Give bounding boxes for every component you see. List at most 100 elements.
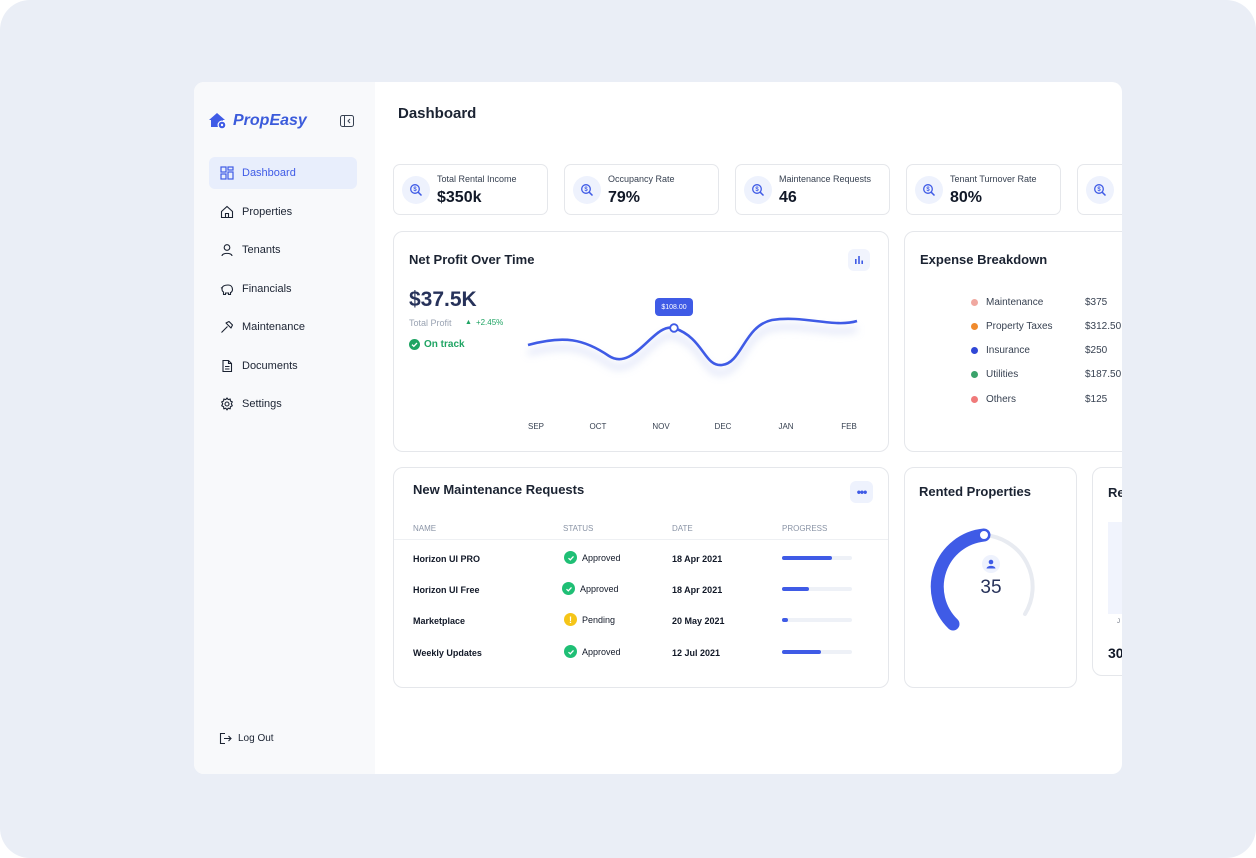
expense-name: Maintenance bbox=[986, 296, 1044, 308]
profit-sublabel: Total Profit bbox=[409, 318, 452, 328]
stat-value: 46 bbox=[779, 189, 797, 206]
logout-icon bbox=[219, 732, 232, 745]
status-on-track: On track bbox=[409, 339, 465, 350]
row-name: Horizon UI Free bbox=[413, 585, 480, 595]
expense-value: $250 bbox=[1085, 344, 1108, 356]
nav-item-tenants[interactable]: Tenants bbox=[209, 234, 357, 266]
piggy-bank-icon bbox=[220, 284, 234, 296]
partial-card: Re J 30 bbox=[1092, 467, 1122, 676]
more-options-button[interactable]: ••• bbox=[850, 481, 873, 503]
stat-label: Maintenance Requests bbox=[779, 174, 872, 184]
brand-name: PropEasy bbox=[233, 112, 307, 129]
nav-label: Tenants bbox=[242, 244, 281, 256]
profit-change-value: +2.45% bbox=[475, 318, 504, 327]
progress-bar bbox=[782, 587, 852, 591]
rented-title: Rented Properties bbox=[919, 484, 1031, 499]
logout-label: Log Out bbox=[238, 733, 274, 744]
profit-amount: $37.5K bbox=[409, 288, 477, 311]
row-status: Approved bbox=[564, 645, 621, 658]
expense-item: Maintenance $375 bbox=[971, 295, 1107, 309]
nav-label: Dashboard bbox=[242, 167, 296, 179]
row-name: Horizon UI PRO bbox=[413, 554, 480, 564]
stat-card-turnover[interactable]: $ Tenant Turnover Rate 80% bbox=[906, 164, 1061, 215]
expense-value: $375 bbox=[1085, 296, 1108, 308]
search-dollar-icon: $ bbox=[573, 176, 601, 204]
svg-text:$: $ bbox=[413, 187, 417, 193]
expense-name: Insurance bbox=[986, 344, 1030, 356]
profit-series-line bbox=[527, 317, 858, 367]
search-dollar-icon: $ bbox=[402, 176, 430, 204]
partial-card-title: Re bbox=[1108, 485, 1122, 500]
search-dollar-icon: $ bbox=[1086, 176, 1114, 204]
legend-dot bbox=[971, 346, 978, 354]
nav-item-documents[interactable]: Documents bbox=[209, 350, 357, 382]
stat-card-partial[interactable]: $ bbox=[1077, 164, 1122, 215]
partial-axis-label: J bbox=[1117, 619, 1120, 625]
nav-item-dashboard[interactable]: Dashboard bbox=[209, 157, 357, 189]
nav-item-maintenance[interactable]: Maintenance bbox=[209, 311, 357, 343]
expense-item: Utilities $187.50 bbox=[971, 367, 1121, 381]
arrow-up-icon: ▲ bbox=[465, 319, 472, 326]
collapse-sidebar-icon[interactable] bbox=[340, 115, 354, 127]
profit-change: ▲ +2.45% bbox=[465, 318, 503, 327]
page-title: Dashboard bbox=[398, 105, 477, 122]
expense-item: Insurance $250 bbox=[971, 343, 1107, 357]
brand-logo[interactable]: PropEasy bbox=[208, 111, 307, 131]
expense-item: Property Taxes $312.50 bbox=[971, 319, 1121, 333]
progress-fill bbox=[782, 618, 788, 622]
stat-value: 79% bbox=[608, 189, 641, 206]
expense-breakdown-card: Expense Breakdown Maintenance $375 Proper… bbox=[904, 231, 1122, 452]
logout-button[interactable]: Log Out bbox=[219, 732, 274, 745]
x-tick-label: SEP bbox=[527, 422, 544, 431]
expense-title: Expense Breakdown bbox=[920, 252, 1048, 267]
house-gear-icon bbox=[209, 113, 227, 130]
status-label: On track bbox=[424, 339, 465, 350]
check-circle-icon bbox=[564, 645, 577, 658]
progress-bar bbox=[782, 650, 852, 654]
progress-fill bbox=[782, 650, 821, 654]
gauge-knob bbox=[978, 529, 990, 541]
rented-gauge bbox=[930, 528, 1035, 631]
expense-item: Others $125 bbox=[971, 392, 1107, 406]
expense-name: Others bbox=[986, 393, 1017, 405]
highlight-point[interactable] bbox=[669, 323, 679, 333]
maintenance-title: New Maintenance Requests bbox=[413, 482, 585, 497]
legend-dot bbox=[971, 395, 978, 403]
row-date: 20 May 2021 bbox=[672, 616, 725, 626]
stat-card-maintenance-requests[interactable]: $ Maintenance Requests 46 bbox=[735, 164, 890, 215]
home-icon bbox=[220, 205, 234, 219]
grid-icon bbox=[220, 166, 234, 180]
stat-value: $350k bbox=[437, 189, 482, 206]
row-date: 18 Apr 2021 bbox=[672, 585, 723, 595]
expense-value: $187.50 bbox=[1085, 368, 1122, 380]
legend-dot bbox=[971, 298, 978, 306]
svg-text:$: $ bbox=[755, 187, 759, 193]
stat-card-occupancy[interactable]: $ Occupancy Rate 79% bbox=[564, 164, 719, 215]
nav-item-financials[interactable]: Financials bbox=[209, 273, 357, 305]
chart-type-button[interactable] bbox=[848, 249, 870, 271]
nav-label: Maintenance bbox=[242, 321, 305, 333]
warning-circle-icon: ! bbox=[564, 613, 577, 626]
nav-label: Financials bbox=[242, 283, 292, 295]
line-shadow bbox=[527, 324, 858, 376]
nav-label: Settings bbox=[242, 398, 282, 410]
column-header: DATE bbox=[672, 524, 693, 533]
hammer-icon bbox=[221, 320, 234, 333]
x-tick-label: DEC bbox=[714, 422, 732, 431]
app-window: PropEasy Dashboard Properties Tenants Fi… bbox=[194, 82, 1122, 774]
nav-item-settings[interactable]: Settings bbox=[209, 388, 357, 420]
nav-item-properties[interactable]: Properties bbox=[209, 196, 357, 228]
svg-text:$: $ bbox=[926, 187, 930, 193]
progress-fill bbox=[782, 587, 809, 591]
partial-chart-area bbox=[1108, 522, 1122, 614]
stat-label: Total Rental Income bbox=[437, 174, 517, 184]
gauge-fill bbox=[930, 528, 991, 631]
column-header: NAME bbox=[413, 524, 437, 533]
stat-value: 80% bbox=[950, 189, 983, 206]
x-tick-label: OCT bbox=[589, 422, 607, 431]
row-status: Approved bbox=[564, 551, 621, 564]
maintenance-requests-card: New Maintenance Requests ••• NAME STATUS… bbox=[393, 467, 889, 688]
stat-card-rental-income[interactable]: $ Total Rental Income $350k bbox=[393, 164, 548, 215]
expense-name: Utilities bbox=[986, 368, 1019, 380]
row-date: 18 Apr 2021 bbox=[672, 554, 723, 564]
